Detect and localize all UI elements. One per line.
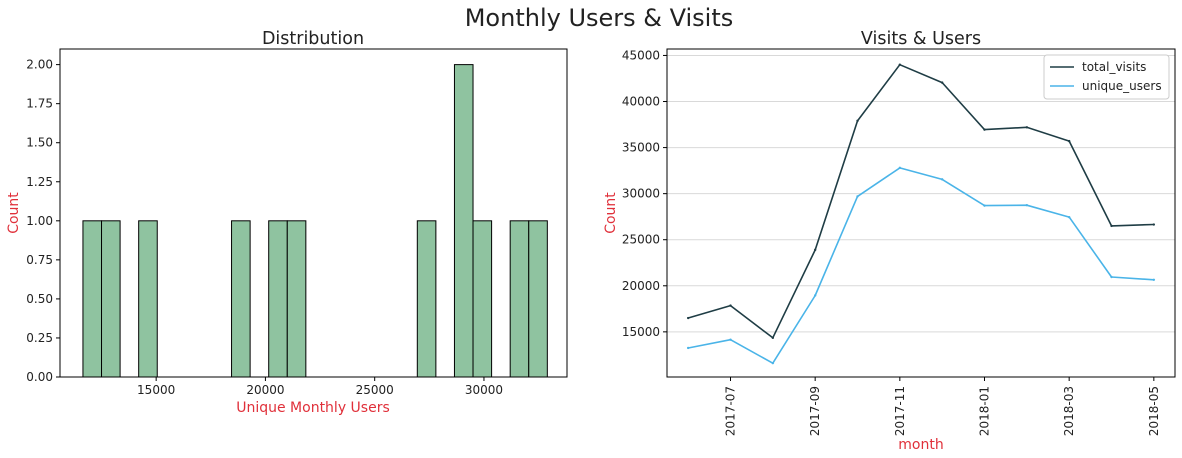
data-point-total_visits	[1025, 126, 1029, 129]
data-point-unique_users	[1152, 278, 1156, 281]
histogram-x-axis-label: Unique Monthly Users	[236, 400, 390, 416]
line-chart-x-tick-label: 2017-07	[724, 386, 738, 436]
line-chart-y-tick-label: 25000	[622, 233, 660, 247]
data-point-unique_users	[856, 195, 859, 198]
histogram-bar	[416, 220, 437, 378]
histogram-bar	[286, 220, 307, 378]
line-chart-x-axis-label: month	[898, 437, 943, 453]
line-chart-y-tick-label: 40000	[622, 95, 660, 109]
histogram-y-tick-label: 0.25	[26, 331, 53, 345]
legend-box	[1043, 54, 1170, 100]
line-chart-x-tick-label: 2018-03	[1062, 386, 1076, 436]
histogram-x-tick-label: 20000	[246, 383, 284, 397]
histogram-y-tick-label: 0.00	[26, 370, 53, 384]
data-point-total_visits	[940, 81, 944, 84]
data-point-total_visits	[771, 336, 775, 340]
line-chart-y-tick-label: 45000	[622, 48, 660, 62]
data-point-total_visits	[813, 248, 817, 252]
histogram-bar	[472, 220, 493, 378]
data-point-total_visits	[856, 119, 859, 123]
histogram-x-ticks: 15000 20000 25000 30000	[137, 377, 503, 397]
histogram-y-tick-label: 1.00	[26, 214, 53, 228]
histogram-y-tick-label: 1.50	[26, 136, 53, 150]
line-chart-x-tick-label: 2018-01	[978, 386, 992, 436]
histogram-axes-frame	[59, 48, 568, 378]
data-point-unique_users	[940, 178, 944, 181]
data-point-total_visits	[983, 128, 986, 131]
histogram-bar	[138, 220, 158, 378]
histogram-bars	[82, 64, 548, 378]
line-chart-y-tick-label: 20000	[622, 279, 660, 293]
line-chart-x-tick-label: 2017-11	[893, 386, 907, 436]
histogram-x-tick-label: 30000	[465, 383, 503, 397]
legend-label-total_visits: total_visits	[1082, 60, 1146, 74]
data-point-unique_users	[686, 346, 690, 350]
line-chart-title: Visits & Users	[861, 29, 981, 49]
series-line-total_visits	[687, 63, 1154, 339]
histogram-panel: Distribution 15000 20000 25000 30000 0.000.…	[6, 29, 568, 416]
data-point-total_visits	[1067, 139, 1071, 143]
histogram-y-axis-label: Count	[6, 192, 22, 234]
histogram-title: Distribution	[262, 29, 364, 49]
data-point-unique_users	[813, 294, 817, 297]
line-chart-x-tick-label: 2018-05	[1147, 386, 1161, 436]
data-point-unique_users	[983, 204, 986, 207]
line-chart-y-ticks: 15000 20000 25000 30000 35000 40000 45000	[622, 48, 667, 339]
series-line-unique_users	[688, 167, 1154, 365]
line-chart-x-ticks: 2017-07 2017-09 2017-11 2018-01 2018-03 2018-…	[724, 377, 1161, 436]
data-point-unique_users	[729, 338, 732, 341]
histogram-x-tick-label: 25000	[356, 383, 394, 397]
histogram-bar	[453, 64, 474, 378]
line-chart-y-tick-label: 15000	[622, 325, 660, 339]
histogram-y-tick-label: 1.25	[26, 175, 53, 189]
line-chart-panel: Visits & Users 2017-07 2017-09 2017-11 2018…	[603, 29, 1176, 453]
data-point-unique_users	[1067, 215, 1071, 219]
data-point-total_visits	[729, 304, 732, 307]
data-point-unique_users	[1110, 275, 1113, 279]
histogram-y-tick-label: 0.75	[26, 253, 53, 267]
line-chart-series	[686, 63, 1156, 365]
figure-title: Monthly Users & Visits	[465, 4, 734, 32]
line-chart-y-axis-label: Count	[603, 192, 619, 234]
data-point-total_visits	[1110, 224, 1113, 228]
line-chart-axes-frame	[666, 48, 1176, 378]
line-chart-y-tick-label: 35000	[622, 141, 660, 155]
legend: total_visits unique_users	[1043, 54, 1170, 100]
data-point-total_visits	[686, 316, 690, 320]
histogram-y-tick-label: 2.00	[26, 58, 53, 72]
histogram-bar	[101, 220, 121, 378]
histogram-bar	[509, 220, 530, 378]
histogram-y-tick-label: 0.50	[26, 292, 53, 306]
line-chart-y-tick-label: 30000	[622, 187, 660, 201]
line-chart-x-tick-label: 2017-09	[808, 386, 822, 436]
data-point-total_visits	[1152, 223, 1156, 226]
histogram-y-ticks: 0.00 0.25 0.50 0.75 1.00 1.25 1.50 1.75 2.00	[26, 58, 60, 384]
data-point-unique_users	[771, 361, 775, 365]
data-point-total_visits	[898, 63, 902, 66]
data-point-unique_users	[1025, 203, 1029, 207]
legend-label-unique_users: unique_users	[1082, 79, 1162, 93]
histogram-y-tick-label: 1.75	[26, 97, 53, 111]
histogram-bar	[82, 220, 103, 378]
histogram-bar	[268, 220, 288, 378]
data-point-unique_users	[898, 166, 902, 170]
histogram-bar	[231, 220, 251, 378]
histogram-bar	[528, 220, 548, 378]
histogram-x-tick-label: 15000	[137, 383, 175, 397]
